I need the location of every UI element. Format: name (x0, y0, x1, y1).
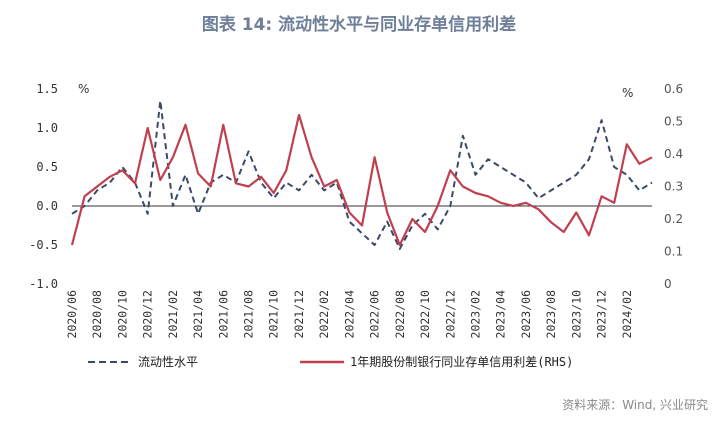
left-tick-label: -1.0 (29, 277, 58, 291)
x-tick-label: 2023/06 (519, 290, 533, 339)
legend-label-liquidity: 流动性水平 (138, 355, 198, 369)
series-layer (70, 99, 653, 250)
x-tick-label: 2020/10 (115, 290, 129, 339)
right-tick-label: 0.3 (664, 180, 683, 194)
left-tick-label: -0.5 (29, 238, 58, 252)
x-tick-label: 2020/12 (141, 290, 155, 338)
right-tick-label: 0.1 (664, 245, 683, 259)
right-tick-label: 0.4 (664, 147, 683, 161)
x-tick-label: 2021/04 (191, 290, 205, 339)
x-tick-label: 2022/08 (393, 290, 407, 339)
right-axis-unit: % (622, 86, 633, 100)
x-tick-label: 2022/06 (368, 290, 382, 339)
left-tick-label: 1.0 (36, 121, 58, 135)
x-tick-label: 2021/12 (292, 290, 306, 338)
right-tick-label: 0.5 (664, 115, 683, 129)
legend: 流动性水平 1年期股份制银行同业存单信用利差(RHS) (88, 355, 573, 369)
right-tick-label: 0 (664, 277, 672, 291)
x-tick-label: 2021/08 (242, 290, 256, 339)
x-tick-label: 2020/06 (65, 290, 79, 339)
left-tick-label: 1.5 (36, 82, 58, 96)
source-note: 资料来源：Wind, 兴业研究 (562, 398, 708, 412)
x-tick-label: 2021/06 (216, 290, 230, 339)
x-axis-ticks: 2020/06 2020/08 2020/10 2020/12 2021/02 2021/… (65, 290, 634, 339)
x-tick-label: 2021/02 (166, 290, 180, 338)
x-tick-label: 2020/08 (90, 290, 104, 339)
series-line-spread (70, 113, 653, 247)
right-tick-label: 0.6 (664, 82, 683, 96)
left-axis-ticks: -1.0 -0.5 0.0 0.5 1.0 1.5 (29, 82, 58, 291)
left-tick-label: 0.0 (36, 199, 58, 213)
chart-title: 图表 14: 流动性水平与同业存单信用利差 (201, 15, 517, 35)
x-tick-label: 2023/02 (468, 290, 482, 338)
left-axis-unit: % (78, 82, 89, 96)
x-tick-label: 2022/12 (443, 290, 457, 338)
legend-label-spread: 1年期股份制银行同业存单信用利差(RHS) (350, 355, 573, 369)
x-tick-label: 2021/10 (267, 290, 281, 339)
left-tick-label: 0.5 (36, 160, 58, 174)
x-tick-label: 2023/10 (569, 290, 583, 339)
x-tick-label: 2023/04 (494, 290, 508, 339)
right-axis-ticks: 0 0.1 0.2 0.3 0.4 0.5 0.6 (664, 82, 683, 291)
x-tick-label: 2022/10 (418, 290, 432, 339)
x-tick-label: 2022/02 (317, 290, 331, 338)
x-tick-label: 2024/02 (620, 290, 634, 338)
x-tick-label: 2023/08 (544, 290, 558, 339)
x-tick-label: 2023/12 (595, 290, 609, 338)
right-tick-label: 0.2 (664, 212, 683, 226)
x-tick-label: 2022/04 (342, 290, 356, 339)
